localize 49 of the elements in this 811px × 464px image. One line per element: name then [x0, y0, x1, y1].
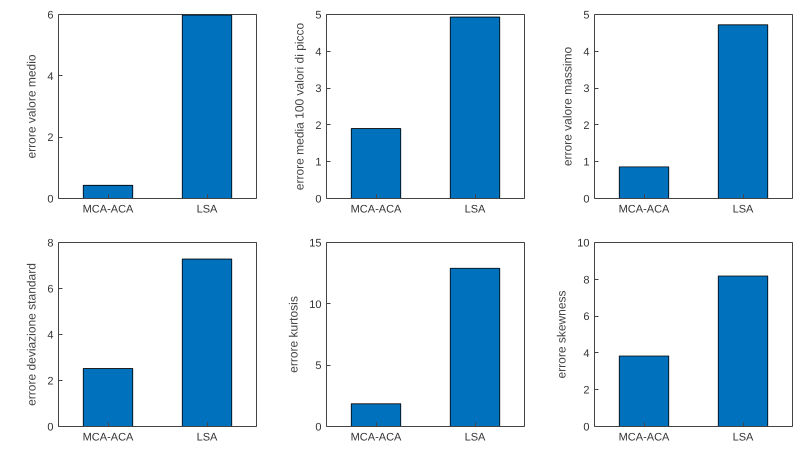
y-tick-label: 10 [577, 238, 590, 250]
y-axis-title: errore kurtosis [286, 296, 300, 373]
y-tick-label: 3 [315, 83, 322, 96]
y-tick-label: 1 [583, 156, 590, 169]
y-axis-title: errore media 100 valori di picco [292, 22, 306, 190]
y-tick-label: 6 [583, 311, 590, 324]
y-axis-title: errore valore massimo [560, 46, 574, 166]
y-tick-label: 15 [309, 238, 322, 250]
x-tick-label: MCA-ACA [82, 432, 134, 444]
y-tick-label: 2 [47, 376, 54, 388]
x-tick-label: MCA-ACA [618, 432, 670, 444]
y-tick-label: 2 [583, 120, 590, 132]
y-tick-label: 8 [583, 274, 590, 286]
y-tick-label: 1 [315, 156, 322, 169]
y-axis-title: errore valore medio [24, 54, 38, 159]
y-tick-label: 5 [315, 360, 322, 372]
x-tick-label: LSA [196, 432, 218, 444]
y-tick-label: 0 [47, 422, 54, 434]
y-axis-title: errore skewness [554, 290, 568, 379]
y-tick-label: 0 [315, 422, 322, 434]
y-tick-label: 0 [583, 422, 590, 434]
y-tick-label: 2 [47, 132, 54, 144]
x-tick-label: MCA-ACA [350, 204, 402, 216]
y-tick-label: 0 [47, 194, 54, 206]
y-tick-label: 6 [47, 284, 54, 296]
x-tick-label: LSA [732, 204, 754, 216]
y-tick-label: 8 [47, 238, 54, 250]
y-tick-label: 2 [583, 384, 590, 397]
x-tick-label: LSA [196, 204, 218, 216]
x-tick-label: MCA-ACA [82, 204, 134, 216]
y-tick-label: 5 [583, 10, 590, 22]
x-tick-label: LSA [464, 432, 486, 444]
y-tick-label: 5 [315, 10, 322, 22]
y-tick-label: 4 [47, 330, 54, 342]
y-tick-label: 4 [47, 70, 54, 83]
y-tick-label: 2 [315, 120, 322, 132]
x-tick-label: LSA [464, 204, 486, 216]
y-tick-label: 6 [47, 10, 54, 22]
y-tick-label: 10 [309, 298, 322, 311]
x-tick-label: MCA-ACA [350, 432, 402, 444]
x-tick-label: LSA [732, 432, 754, 444]
y-tick-label: 4 [315, 46, 322, 58]
y-tick-label: 0 [583, 194, 590, 206]
y-tick-label: 3 [583, 83, 590, 96]
x-tick-label: MCA-ACA [618, 204, 670, 216]
y-tick-label: 0 [315, 194, 322, 206]
y-tick-label: 4 [583, 46, 590, 58]
y-tick-label: 4 [583, 348, 590, 360]
y-axis-title: errore deviazione standard [24, 263, 38, 406]
